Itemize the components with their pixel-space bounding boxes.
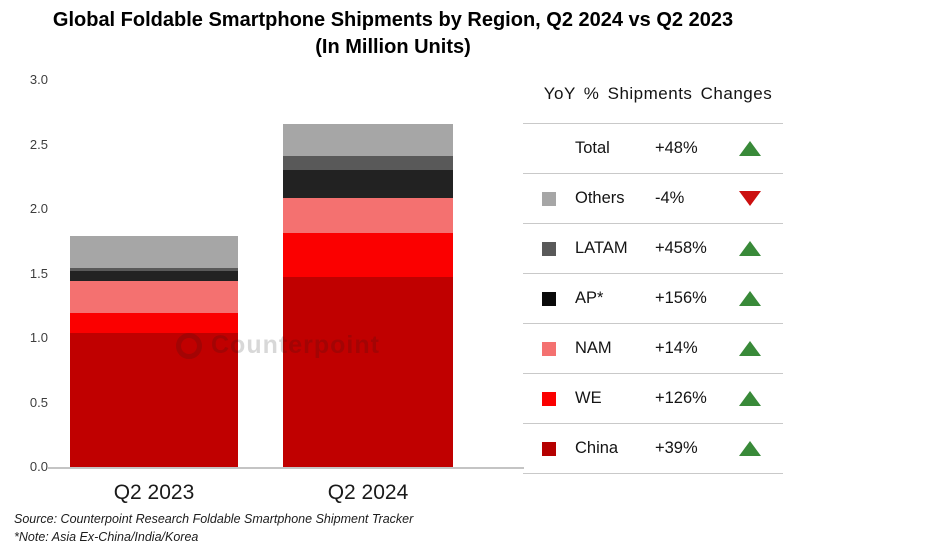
x-axis-line (48, 467, 524, 469)
watermark: Counterpoint (176, 331, 380, 360)
watermark-text: Counterpoint (211, 331, 380, 359)
legend-row-nam: NAM +14% (523, 323, 783, 373)
legend-label: WE (575, 389, 602, 407)
legend-value: -4% (655, 189, 685, 207)
legend-label: NAM (575, 339, 612, 357)
trend-cell (728, 191, 772, 206)
counterpoint-logo-icon (176, 332, 202, 359)
chart-title: Global Foldable Smartphone Shipments by … (0, 7, 786, 61)
plot-area (48, 81, 522, 468)
legend-row-total: Total +48% (523, 123, 783, 173)
legend-swatch-cell (542, 341, 575, 356)
note-text: *Note: Asia Ex-China/India/Korea (14, 529, 199, 544)
trend-up-icon (739, 291, 761, 306)
legend-swatch-cell (542, 391, 575, 406)
bar-segment-china (283, 277, 453, 468)
legend-label: Others (575, 189, 625, 207)
x-axis-label: Q2 2023 (113, 481, 195, 504)
bar-segment-we (283, 233, 453, 278)
legend-swatch-cell (542, 291, 575, 306)
bar-segment-others (283, 123, 453, 156)
y-tick-label: 2.5 (29, 136, 48, 152)
legend-swatch (542, 191, 556, 206)
y-tick-label: 1.5 (29, 265, 48, 281)
bar-segment-nam (70, 280, 238, 314)
trend-cell (728, 441, 772, 456)
bar-segment-ap (70, 270, 238, 281)
y-tick-label: 3.0 (29, 72, 48, 87)
bar-segment-china (70, 332, 238, 468)
legend-swatch-cell (542, 142, 575, 156)
y-tick-label: 0.0 (29, 459, 48, 474)
trend-up-icon (739, 391, 761, 406)
trend-up-icon (739, 441, 761, 456)
y-tick-label: 1.0 (29, 330, 48, 345)
legend-row-we: WE +126% (523, 373, 783, 423)
legend-label: LATAM (575, 239, 628, 257)
footer: Source: Counterpoint Research Foldable S… (14, 511, 413, 546)
source-text: Source: Counterpoint Research Foldable S… (14, 512, 414, 526)
legend-swatch (542, 241, 556, 256)
legend-value: +48% (655, 139, 698, 157)
legend-row-others: Others -4% (523, 173, 783, 223)
trend-cell (728, 341, 772, 356)
legend-row-china: China +39% (523, 423, 783, 473)
x-axis-label: Q2 2024 (327, 481, 409, 504)
trend-up-icon (739, 341, 761, 356)
bar-segment-latam (70, 268, 238, 271)
bar-segment-latam (283, 155, 453, 171)
trend-down-icon (739, 191, 761, 206)
trend-cell (728, 141, 772, 156)
legend-label: China (575, 439, 619, 457)
legend-value: +39% (655, 439, 698, 457)
trend-cell (728, 391, 772, 406)
legend-label: Total (575, 139, 610, 157)
legend-value: +458% (655, 239, 707, 257)
bar-segment-nam (283, 198, 453, 234)
y-tick-label: 0.5 (29, 394, 48, 410)
bar-q2-2024 (283, 123, 453, 468)
legend-row-latam: LATAM +458% (523, 223, 783, 273)
legend-swatch-cell (542, 241, 575, 256)
legend-value: +14% (655, 339, 698, 357)
legend-swatch (542, 341, 556, 356)
bar-segment-we (70, 313, 238, 333)
bar-segment-ap (283, 170, 453, 199)
legend-swatch (542, 391, 556, 406)
bar-segment-others (70, 235, 238, 269)
legend-value: +126% (655, 389, 707, 407)
legend-header: YoY % Shipments Changes (543, 84, 773, 103)
legend-rows: Total +48% Others -4% LATAM +458% AP* +156% NAM +… (523, 123, 783, 474)
legend-swatch (542, 441, 556, 456)
chart-title-line2: (In Million Units) (315, 36, 471, 58)
trend-cell (728, 241, 772, 256)
legend-swatch-cell (542, 191, 575, 206)
trend-cell (728, 291, 772, 306)
trend-up-icon (739, 241, 761, 256)
legend-table: YoY % Shipments Changes Total +48% Others -… (523, 84, 783, 474)
legend-swatch-cell (542, 441, 575, 456)
chart-title-line1: Global Foldable Smartphone Shipments by … (52, 9, 734, 31)
legend-swatch (542, 291, 556, 306)
legend-value: +156% (655, 289, 707, 307)
legend-label: AP* (575, 289, 604, 307)
legend-row-ap: AP* +156% (523, 273, 783, 323)
bar-q2-2023 (70, 235, 238, 468)
y-tick-label: 2.0 (29, 201, 48, 216)
trend-up-icon (739, 141, 761, 156)
